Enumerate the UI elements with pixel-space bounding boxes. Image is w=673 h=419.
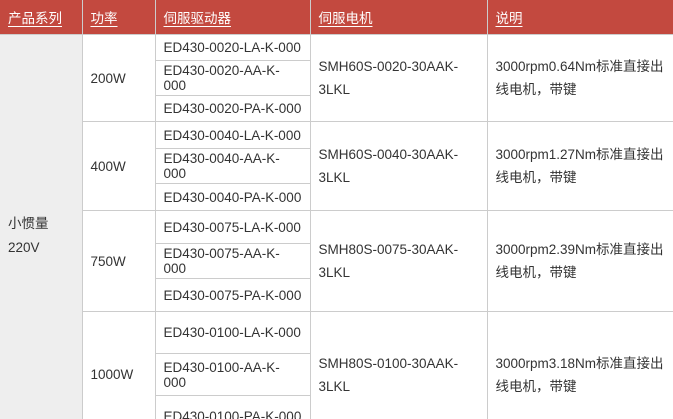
col-header-servo-drive: 伺服驱动器	[154, 0, 311, 35]
table-row: 750W ED430-0075-LA-K-000 SMH80S-0075-30A…	[0, 210, 673, 312]
table-row: ED430-0020-AA-K-000	[0, 60, 673, 96]
col-header-product-series: 产品系列	[0, 0, 83, 35]
description-cell: 3000rpm2.39Nm标准直接出线电机，带键	[486, 210, 673, 312]
description-cell: 3000rpm3.18Nm标准直接出线电机，带键	[486, 311, 673, 419]
col-header-servo-drive-label: 伺服驱动器	[163, 11, 232, 26]
col-header-product-series-label: 产品系列	[8, 11, 62, 26]
table-row: ED430-0100-AA-K-000	[0, 353, 673, 396]
driver-cell: ED430-0020-LA-K-000	[154, 34, 311, 61]
table-row: ED430-0040-PA-K-000	[0, 183, 673, 211]
power-cell: 750W	[81, 210, 156, 312]
driver-cell: ED430-0075-PA-K-000	[154, 278, 310, 312]
driver-cell: ED430-0020-PA-K-000	[154, 95, 310, 122]
power-cell: 400W	[81, 121, 156, 211]
driver-cell: ED430-0020-AA-K-000	[154, 60, 310, 96]
table-row: 小惯量 220V 200W ED430-0020-LA-K-000 SMH60S…	[0, 34, 673, 419]
col-header-servo-motor-label: 伺服电机	[318, 11, 373, 26]
col-header-description: 说明	[486, 0, 673, 35]
power-cell: 1000W	[81, 311, 156, 419]
driver-cell: ED430-0075-LA-K-000	[154, 210, 311, 244]
description-cell: 3000rpm1.27Nm标准直接出线电机，带键	[486, 121, 673, 211]
power-cell: 200W	[81, 34, 156, 122]
col-header-power: 功率	[81, 0, 156, 35]
driver-cell: ED430-0040-AA-K-000	[154, 148, 310, 184]
driver-cell: ED430-0040-LA-K-000	[154, 121, 311, 149]
table-row: 1000W ED430-0100-LA-K-000 SMH80S-0100-30…	[0, 311, 673, 419]
col-header-description-label: 说明	[495, 11, 523, 26]
product-series-cell: 小惯量 220V	[0, 34, 83, 419]
table-row: ED430-0075-AA-K-000	[0, 243, 673, 279]
col-header-servo-motor: 伺服电机	[309, 0, 488, 35]
driver-cell: ED430-0075-AA-K-000	[154, 243, 310, 279]
driver-cell: ED430-0100-PA-K-000	[154, 395, 310, 419]
table-row: 400W ED430-0040-LA-K-000 SMH60S-0040-30A…	[0, 121, 673, 211]
col-header-power-label: 功率	[90, 11, 118, 26]
motor-cell: SMH60S-0040-30AAK-3LKL	[309, 121, 488, 211]
driver-cell: ED430-0100-LA-K-000	[154, 311, 311, 354]
motor-cell: SMH80S-0075-30AAK-3LKL	[309, 210, 488, 312]
driver-cell: ED430-0100-AA-K-000	[154, 353, 310, 396]
table-row: ED430-0075-PA-K-000	[0, 278, 673, 312]
motor-cell: SMH80S-0100-30AAK-3LKL	[309, 311, 488, 419]
description-cell: 3000rpm0.64Nm标准直接出线电机，带键	[486, 34, 673, 122]
table-row: ED430-0100-PA-K-000	[0, 395, 673, 419]
motor-cell: SMH60S-0020-30AAK-3LKL	[309, 34, 488, 122]
table-row: ED430-0020-PA-K-000	[0, 95, 673, 122]
driver-cell: ED430-0040-PA-K-000	[154, 183, 310, 211]
header-row: 产品系列 功率 伺服驱动器 伺服电机 说明	[0, 0, 673, 35]
